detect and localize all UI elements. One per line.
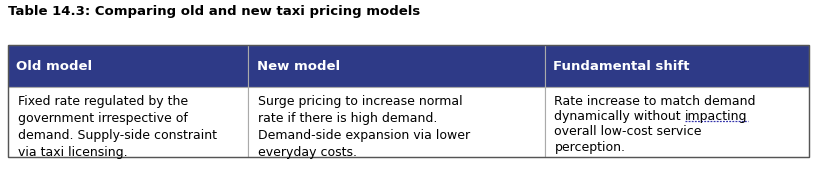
Text: Rate increase to match demand: Rate increase to match demand [555,95,756,108]
Text: perception.: perception. [555,141,626,154]
Text: dynamically without: dynamically without [555,110,685,123]
FancyBboxPatch shape [248,87,545,157]
Text: Fixed rate regulated by the
government irrespective of
demand. Supply-side const: Fixed rate regulated by the government i… [18,95,217,159]
Text: New model: New model [257,60,340,73]
FancyBboxPatch shape [8,87,248,157]
Text: overall low-cost service: overall low-cost service [555,125,702,138]
Text: Surge pricing to increase normal
rate if there is high demand.
Demand-side expan: Surge pricing to increase normal rate if… [258,95,471,159]
FancyBboxPatch shape [248,45,545,87]
FancyBboxPatch shape [545,45,809,87]
FancyBboxPatch shape [545,87,809,157]
Text: Old model: Old model [16,60,92,73]
Text: Fundamental shift: Fundamental shift [553,60,690,73]
FancyBboxPatch shape [8,45,248,87]
Text: Table 14.3: Comparing old and new taxi pricing models: Table 14.3: Comparing old and new taxi p… [8,5,421,18]
Text: impacting: impacting [685,110,748,123]
